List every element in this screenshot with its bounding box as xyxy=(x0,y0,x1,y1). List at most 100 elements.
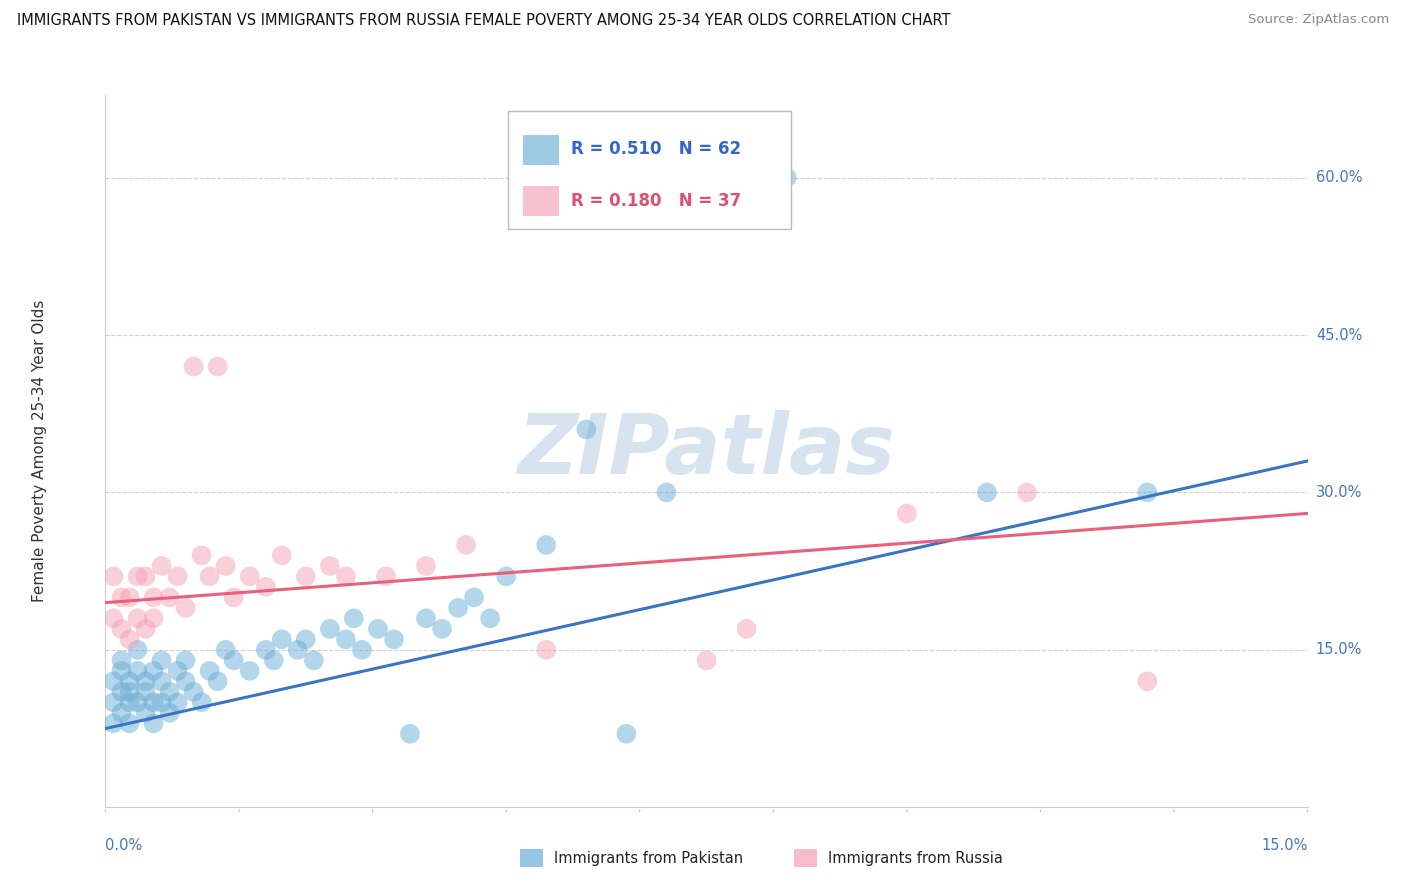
Point xyxy=(207,674,229,689)
Point xyxy=(103,716,125,731)
Text: Source: ZipAtlas.com: Source: ZipAtlas.com xyxy=(1249,13,1389,27)
Point xyxy=(415,558,437,573)
Point xyxy=(735,622,758,636)
Point xyxy=(222,591,245,605)
Point xyxy=(222,653,245,667)
Point xyxy=(198,569,221,583)
Point xyxy=(1136,485,1159,500)
Point xyxy=(447,600,470,615)
Point xyxy=(319,622,342,636)
Point xyxy=(142,716,165,731)
Point xyxy=(295,632,318,647)
Point xyxy=(174,600,197,615)
Point xyxy=(696,653,718,667)
Point xyxy=(302,653,325,667)
Point xyxy=(183,359,205,374)
Point xyxy=(103,674,125,689)
Point xyxy=(1136,674,1159,689)
Point xyxy=(463,591,485,605)
Text: Immigrants from Pakistan: Immigrants from Pakistan xyxy=(554,851,744,865)
Point xyxy=(239,569,262,583)
Point xyxy=(110,622,132,636)
Point xyxy=(135,685,157,699)
Point xyxy=(150,674,173,689)
Point xyxy=(190,695,212,709)
Point xyxy=(776,170,799,185)
Point xyxy=(415,611,437,625)
Point xyxy=(103,569,125,583)
Point xyxy=(616,727,638,741)
Point xyxy=(135,674,157,689)
Text: 15.0%: 15.0% xyxy=(1261,838,1308,853)
Point xyxy=(118,685,141,699)
Point xyxy=(135,706,157,720)
Text: Female Poverty Among 25-34 Year Olds: Female Poverty Among 25-34 Year Olds xyxy=(32,300,46,601)
Point xyxy=(166,664,188,678)
Point xyxy=(127,664,149,678)
Point xyxy=(655,485,678,500)
Point xyxy=(150,695,173,709)
Text: 0.0%: 0.0% xyxy=(105,838,142,853)
Point xyxy=(896,507,918,521)
Point xyxy=(214,643,236,657)
Bar xyxy=(523,186,558,217)
Point xyxy=(399,727,422,741)
Point xyxy=(118,695,141,709)
Point xyxy=(350,643,373,657)
Point xyxy=(118,716,141,731)
Point xyxy=(479,611,502,625)
Point xyxy=(110,664,132,678)
Point xyxy=(190,549,212,563)
Point xyxy=(142,664,165,678)
Point xyxy=(110,706,132,720)
Point xyxy=(343,611,366,625)
Point xyxy=(335,632,357,647)
Bar xyxy=(520,849,543,867)
Point xyxy=(575,422,598,436)
Point xyxy=(295,569,318,583)
Text: R = 0.510   N = 62: R = 0.510 N = 62 xyxy=(571,140,741,158)
Text: 30.0%: 30.0% xyxy=(1316,485,1362,500)
Point xyxy=(207,359,229,374)
Point xyxy=(270,632,292,647)
Point xyxy=(174,653,197,667)
Text: IMMIGRANTS FROM PAKISTAN VS IMMIGRANTS FROM RUSSIA FEMALE POVERTY AMONG 25-34 YE: IMMIGRANTS FROM PAKISTAN VS IMMIGRANTS F… xyxy=(17,13,950,29)
Text: R = 0.180   N = 37: R = 0.180 N = 37 xyxy=(571,193,741,211)
Bar xyxy=(794,849,817,867)
Point xyxy=(254,580,277,594)
Point xyxy=(118,591,141,605)
Point xyxy=(127,643,149,657)
Point xyxy=(142,695,165,709)
Point xyxy=(150,558,173,573)
Point xyxy=(270,549,292,563)
Point xyxy=(976,485,998,500)
Point xyxy=(534,643,557,657)
Point xyxy=(159,685,181,699)
Point xyxy=(159,591,181,605)
Point xyxy=(135,622,157,636)
Point xyxy=(118,674,141,689)
Text: ZIPatlas: ZIPatlas xyxy=(517,410,896,491)
Point xyxy=(118,632,141,647)
Point xyxy=(198,664,221,678)
Point xyxy=(166,695,188,709)
Point xyxy=(254,643,277,657)
Point xyxy=(103,695,125,709)
Point xyxy=(263,653,285,667)
Text: 45.0%: 45.0% xyxy=(1316,327,1362,343)
Point xyxy=(103,611,125,625)
Point xyxy=(239,664,262,678)
Point xyxy=(1017,485,1039,500)
Point xyxy=(495,569,517,583)
Point xyxy=(142,591,165,605)
Text: Immigrants from Russia: Immigrants from Russia xyxy=(828,851,1002,865)
Point xyxy=(110,685,132,699)
Point xyxy=(110,591,132,605)
Point xyxy=(214,558,236,573)
FancyBboxPatch shape xyxy=(508,112,790,229)
Point xyxy=(135,569,157,583)
Point xyxy=(335,569,357,583)
Point xyxy=(319,558,342,573)
Point xyxy=(534,538,557,552)
Point xyxy=(150,653,173,667)
